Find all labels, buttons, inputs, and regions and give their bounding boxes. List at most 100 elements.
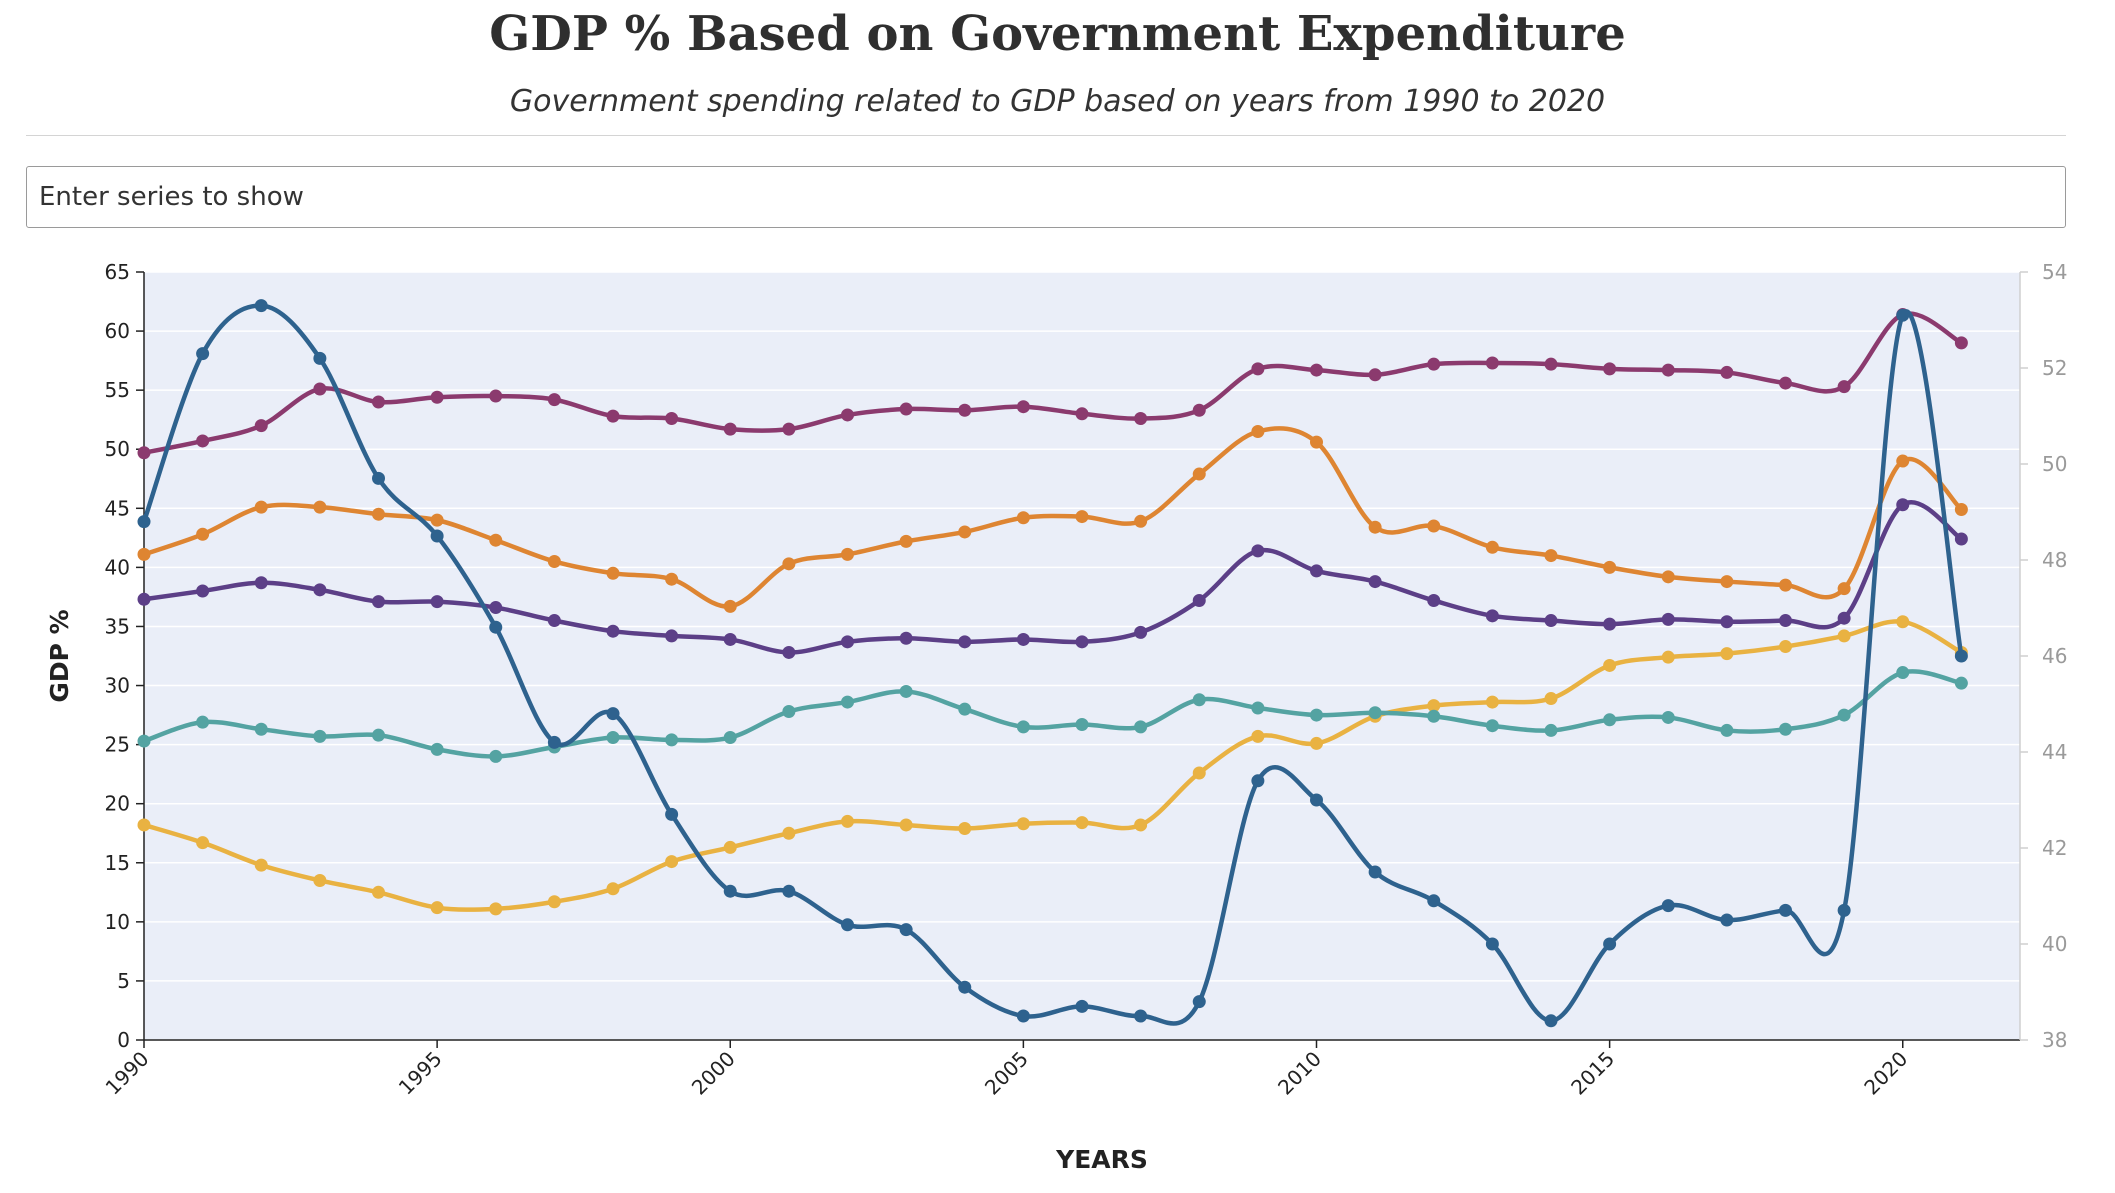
data-point [372,885,385,899]
data-point [1310,736,1323,750]
data-point [1310,363,1323,377]
data-point [1134,1009,1148,1023]
data-point [782,705,796,719]
x-tick-label: 2015 [1566,1047,1619,1100]
data-point [723,632,737,646]
data-point [1075,510,1089,524]
data-point [1544,357,1558,371]
data-point [1016,511,1030,525]
page-subtitle: Government spending related to GDP based… [509,84,1606,119]
data-point [723,599,737,613]
data-point [1016,400,1030,414]
data-point [1075,635,1089,649]
data-point [1603,362,1617,376]
x-tick-label: 2000 [687,1047,740,1100]
data-point [1954,532,1968,546]
y-tick-label: 65 [105,260,130,284]
data-point [1954,649,1968,663]
data-point [606,566,620,580]
data-point [958,702,972,716]
data-point [313,873,327,887]
data-point [958,635,972,649]
data-point [1954,676,1968,690]
data-point [782,826,796,840]
data-point [841,918,854,932]
data-point [430,901,444,915]
data-point [782,557,796,571]
data-point [1192,593,1206,607]
data-point [1134,818,1148,832]
data-point [1837,380,1851,394]
data-point [254,858,268,872]
data-point [1779,578,1792,592]
data-point [430,742,444,756]
y-tick-label: 60 [105,319,130,343]
data-point [1603,713,1617,727]
y-tick-label: 10 [105,910,130,934]
data-point [1661,363,1675,377]
y-tick-label: 50 [105,437,130,461]
data-point [1310,435,1323,449]
data-point [547,393,561,407]
data-point [1251,729,1265,743]
data-point [899,631,913,645]
data-point [1427,709,1441,723]
data-point [1720,647,1734,661]
data-point [1661,612,1675,626]
data-point [1192,403,1206,417]
data-point [1837,629,1851,643]
data-point [1544,1014,1558,1028]
data-point [1368,368,1382,382]
x-tick-label: 1995 [394,1047,447,1100]
series-search-input[interactable] [26,166,2066,228]
data-point [1661,899,1675,913]
data-point [1720,365,1734,379]
data-point [1251,425,1265,439]
data-point [1779,640,1792,654]
data-point [196,347,210,361]
data-point [196,434,210,448]
data-point [137,547,151,561]
data-point [1368,865,1382,879]
data-point [1603,560,1617,574]
data-point [372,395,385,409]
data-point [547,735,561,749]
data-point [1720,615,1734,629]
data-point [547,554,561,568]
y2-tick-label: 38 [2042,1028,2067,1052]
data-point [137,818,151,832]
y2-tick-label: 50 [2042,452,2067,476]
data-point [606,707,620,721]
data-point [1192,693,1206,707]
page-title: GDP % Based on Government Expenditure [489,6,1626,62]
data-point [137,515,151,529]
data-point [1427,519,1441,533]
y-tick-label: 25 [105,733,130,757]
data-point [1192,467,1206,481]
data-point [1016,632,1030,646]
data-point [841,635,854,649]
x-axis-title: YEARS [1055,1145,1148,1174]
data-point [313,382,327,396]
data-point [1603,658,1617,672]
data-point [958,525,972,539]
data-point [1954,502,1968,516]
data-point [137,446,151,460]
y-tick-label: 20 [105,792,130,816]
data-point [1134,720,1148,734]
data-point [1192,766,1206,780]
data-point [1661,710,1675,724]
y2-tick-label: 42 [2042,836,2067,860]
data-point [1779,614,1792,628]
y-tick-label: 45 [105,496,130,520]
data-point [1661,650,1675,664]
data-point [723,422,737,436]
data-point [1837,708,1851,722]
data-point [313,729,327,743]
data-point [430,595,444,609]
y-tick-label: 40 [105,555,130,579]
y-tick-label: 30 [105,674,130,698]
y-tick-label: 15 [105,851,130,875]
data-point [899,402,913,416]
